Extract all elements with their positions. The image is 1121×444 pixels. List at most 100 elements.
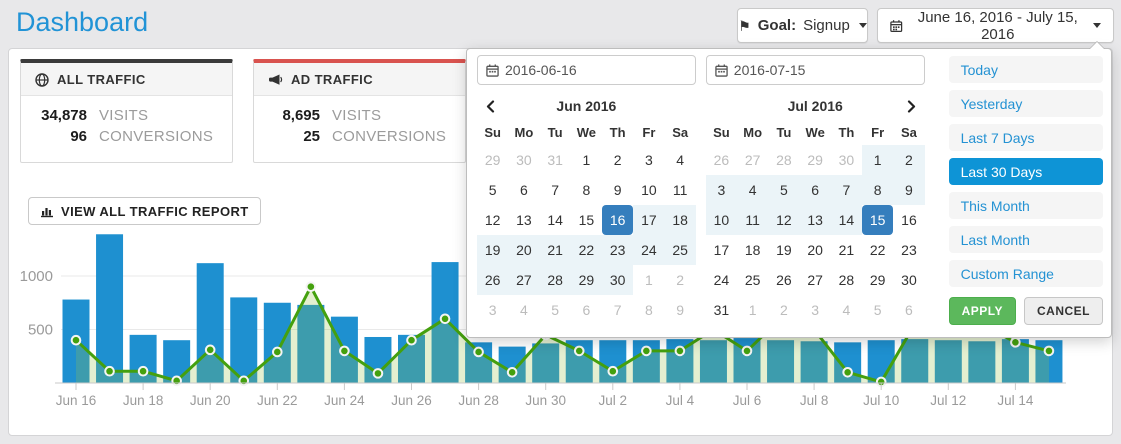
day-cell[interactable]: 24 <box>633 235 665 265</box>
day-cell[interactable]: 17 <box>713 242 730 258</box>
day-cell[interactable]: 6 <box>905 302 913 318</box>
day-cell[interactable]: 2 <box>780 302 788 318</box>
day-cell[interactable]: 14 <box>547 212 563 228</box>
day-cell[interactable]: 6 <box>582 302 591 318</box>
day-cell[interactable]: 22 <box>570 235 602 265</box>
day-cell[interactable]: 22 <box>869 242 886 258</box>
day-cell[interactable]: 1 <box>582 152 591 168</box>
day-cell[interactable]: 26 <box>713 152 730 168</box>
next-month-button[interactable] <box>899 94 925 118</box>
day-cell[interactable]: 6 <box>519 182 528 198</box>
day-cell[interactable]: 12 <box>768 205 800 235</box>
day-cell[interactable]: 18 <box>744 242 761 258</box>
day-cell[interactable]: 19 <box>776 242 792 258</box>
day-cell[interactable]: 16 <box>901 212 917 228</box>
apply-button[interactable]: APPLY <box>948 297 1016 325</box>
day-cell[interactable]: 23 <box>602 235 634 265</box>
day-cell[interactable]: 15 <box>578 212 595 228</box>
day-cell[interactable]: 30 <box>901 272 917 288</box>
day-cell[interactable]: 9 <box>613 182 622 198</box>
day-cell[interactable]: 29 <box>869 272 886 288</box>
day-cell[interactable]: 16 <box>602 205 634 235</box>
day-cell[interactable]: 26 <box>776 272 792 288</box>
day-cell[interactable]: 17 <box>633 205 665 235</box>
day-cell[interactable]: 5 <box>551 302 560 318</box>
day-cell[interactable]: 28 <box>838 272 855 288</box>
day-cell[interactable]: 30 <box>602 265 634 295</box>
goal-selector-button[interactable]: ⚑ Goal: Signup <box>737 8 868 43</box>
date-range-button[interactable]: June 16, 2016 - July 15, 2016 <box>877 8 1114 43</box>
day-cell[interactable]: 20 <box>807 242 823 258</box>
day-cell[interactable]: 29 <box>807 152 823 168</box>
day-cell[interactable]: 29 <box>570 265 602 295</box>
day-cell[interactable]: 6 <box>799 175 831 205</box>
day-cell[interactable]: 24 <box>713 272 730 288</box>
day-cell[interactable]: 3 <box>644 152 653 168</box>
day-cell[interactable]: 25 <box>664 235 696 265</box>
day-cell[interactable]: 31 <box>713 302 730 318</box>
day-cell[interactable]: 2 <box>613 152 622 168</box>
day-cell[interactable]: 5 <box>768 175 800 205</box>
start-date-input[interactable] <box>477 55 696 85</box>
end-date-field[interactable] <box>733 62 924 78</box>
day-cell[interactable]: 1 <box>748 302 757 318</box>
range-option-last-30-days[interactable]: Last 30 Days <box>948 158 1103 185</box>
day-cell[interactable]: 23 <box>901 242 917 258</box>
day-cell[interactable]: 30 <box>516 152 532 168</box>
day-cell[interactable]: 15 <box>862 205 894 235</box>
day-cell[interactable]: 28 <box>539 265 571 295</box>
day-cell[interactable]: 20 <box>508 235 540 265</box>
end-date-input[interactable] <box>705 55 925 85</box>
day-cell[interactable]: 7 <box>551 182 560 198</box>
day-cell[interactable]: 30 <box>838 152 855 168</box>
day-cell[interactable]: 21 <box>838 242 855 258</box>
day-cell[interactable]: 11 <box>737 205 769 235</box>
day-cell[interactable]: 7 <box>830 175 863 205</box>
range-option-yesterday[interactable]: Yesterday <box>948 90 1103 117</box>
range-option-today[interactable]: Today <box>948 56 1103 83</box>
day-cell[interactable]: 4 <box>676 152 685 168</box>
day-cell[interactable]: 10 <box>705 205 738 235</box>
day-cell[interactable]: 3 <box>705 175 738 205</box>
day-cell[interactable]: 27 <box>744 152 761 168</box>
day-cell[interactable]: 28 <box>776 152 792 168</box>
day-cell[interactable]: 12 <box>484 212 501 228</box>
day-cell[interactable]: 18 <box>664 205 696 235</box>
view-all-traffic-report-button[interactable]: VIEW ALL TRAFFIC REPORT <box>28 197 261 225</box>
day-cell[interactable]: 13 <box>516 212 532 228</box>
day-cell[interactable]: 9 <box>893 175 925 205</box>
day-cell[interactable]: 31 <box>547 152 563 168</box>
day-cell[interactable]: 27 <box>807 272 823 288</box>
day-cell[interactable]: 2 <box>676 272 685 288</box>
day-cell[interactable]: 9 <box>676 302 685 318</box>
day-cell[interactable]: 26 <box>477 265 509 295</box>
day-cell[interactable]: 25 <box>744 272 761 288</box>
day-cell[interactable]: 3 <box>811 302 820 318</box>
range-option-last-7-days[interactable]: Last 7 Days <box>948 124 1103 151</box>
day-cell[interactable]: 8 <box>582 182 591 198</box>
day-cell[interactable]: 8 <box>862 175 894 205</box>
start-date-field[interactable] <box>505 62 695 78</box>
day-cell[interactable]: 5 <box>873 302 882 318</box>
day-cell[interactable]: 8 <box>644 302 653 318</box>
day-cell[interactable]: 13 <box>799 205 831 235</box>
day-cell[interactable]: 14 <box>830 205 863 235</box>
day-cell[interactable]: 11 <box>672 182 688 198</box>
cancel-button[interactable]: CANCEL <box>1024 297 1103 325</box>
day-cell[interactable]: 21 <box>539 235 571 265</box>
day-cell[interactable]: 4 <box>842 302 851 318</box>
prev-month-button[interactable] <box>477 94 503 118</box>
day-cell[interactable]: 7 <box>613 302 622 318</box>
day-cell[interactable]: 19 <box>477 235 509 265</box>
day-cell[interactable]: 1 <box>644 272 653 288</box>
day-cell[interactable]: 2 <box>893 145 925 175</box>
range-option-custom-range[interactable]: Custom Range <box>948 260 1103 287</box>
day-cell[interactable]: 3 <box>488 302 497 318</box>
day-cell[interactable]: 29 <box>484 152 501 168</box>
day-cell[interactable]: 4 <box>519 302 528 318</box>
day-cell[interactable]: 10 <box>641 182 657 198</box>
range-option-last-month[interactable]: Last Month <box>948 226 1103 253</box>
day-cell[interactable]: 5 <box>488 182 497 198</box>
range-option-this-month[interactable]: This Month <box>948 192 1103 219</box>
day-cell[interactable]: 27 <box>508 265 540 295</box>
